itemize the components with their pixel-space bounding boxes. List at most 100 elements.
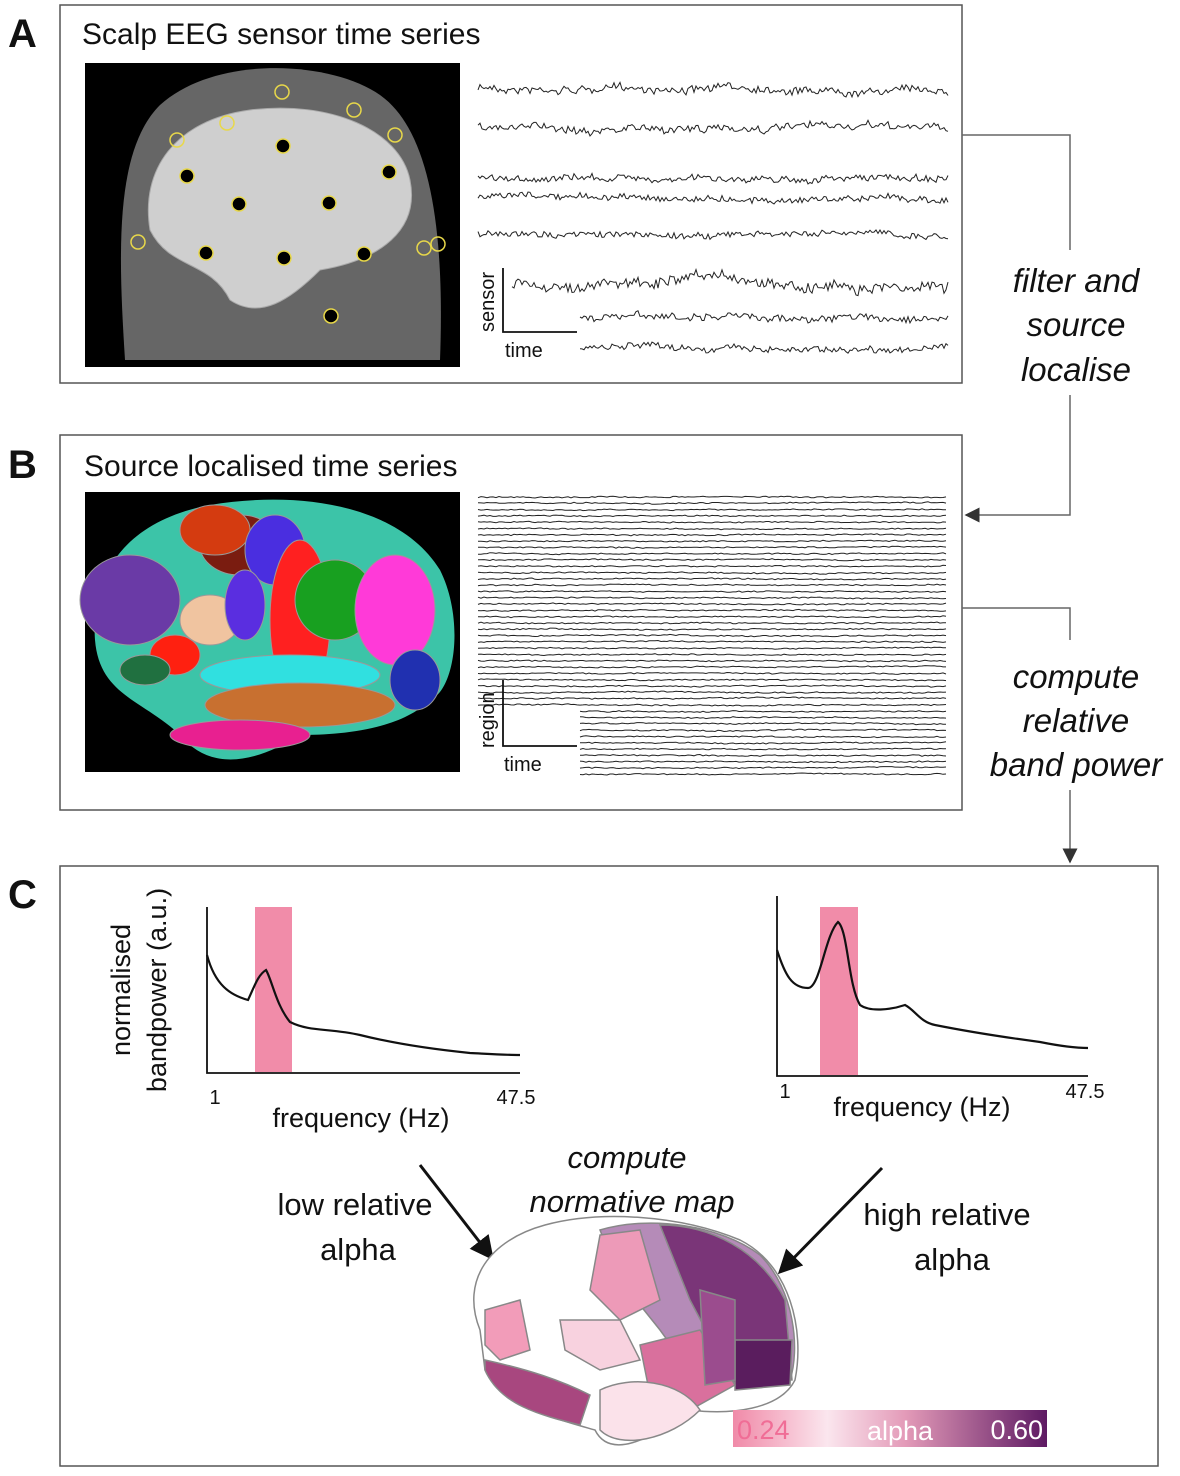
trace (579, 728, 947, 733)
trace (477, 577, 947, 581)
sensor (219, 115, 235, 131)
trace (477, 119, 949, 137)
region (119, 654, 171, 686)
trace (477, 558, 947, 562)
trace (579, 753, 947, 757)
trace (477, 608, 947, 612)
connector-arrow (964, 395, 1071, 523)
trace (477, 615, 947, 619)
trace (477, 590, 947, 593)
panel-label: A (8, 12, 37, 56)
axis-label: sensor (477, 272, 499, 332)
colorbar-min: 0.24 (737, 1415, 790, 1445)
sensor (416, 240, 432, 256)
sensor (387, 127, 403, 143)
trace (477, 621, 946, 625)
region-traces (477, 495, 947, 776)
trace (477, 671, 947, 675)
trace (477, 191, 949, 205)
map-title: normative map (529, 1184, 734, 1219)
annotation: high relative (863, 1197, 1030, 1232)
sensor (356, 246, 372, 262)
trace (579, 716, 947, 720)
sensor (381, 164, 397, 180)
axis-label: time (505, 340, 543, 362)
trace (477, 539, 947, 543)
trace (477, 653, 947, 657)
sensor (130, 234, 146, 250)
trace (477, 684, 947, 688)
sensor (169, 132, 185, 148)
step-text: source (1026, 306, 1125, 343)
colorbar (733, 1410, 1047, 1447)
y-label: normalised (106, 924, 136, 1056)
trace (477, 583, 947, 587)
trace (477, 633, 947, 638)
trace (477, 678, 947, 682)
step-text: filter and (1013, 262, 1141, 299)
region (389, 649, 441, 711)
x-start: 1 (779, 1081, 790, 1103)
trace (477, 571, 947, 575)
x-start: 1 (209, 1087, 220, 1109)
trace (477, 602, 947, 606)
trace (579, 341, 949, 354)
map-title: compute (568, 1140, 687, 1175)
spectrum-line (775, 920, 1089, 1050)
trace (579, 747, 947, 751)
panel-title: Scalp EEG sensor time series (82, 18, 480, 51)
brain (147, 107, 412, 309)
scale-bar (502, 680, 577, 747)
connector (962, 134, 1071, 250)
axis-label: region (477, 692, 499, 748)
trace (579, 310, 949, 325)
scale-bar (502, 268, 577, 333)
trace (477, 665, 946, 669)
sensor (275, 138, 291, 154)
region (179, 504, 251, 556)
sensor (274, 84, 290, 100)
panel-label: B (8, 443, 37, 487)
trace (477, 533, 947, 537)
arrow (777, 1166, 884, 1275)
connector (962, 607, 1071, 640)
trace (477, 520, 947, 524)
sensor (321, 195, 337, 211)
trace (477, 627, 947, 631)
trace (477, 172, 949, 185)
step-text: compute (1013, 658, 1140, 695)
trace (579, 710, 947, 714)
trace (477, 514, 947, 518)
panel-label: C (8, 873, 37, 917)
trace (579, 760, 947, 764)
annotation: alpha (320, 1232, 397, 1267)
spectrum-line (205, 954, 521, 1057)
x-end: 47.5 (1066, 1081, 1105, 1103)
region (79, 554, 181, 646)
sensor (346, 102, 362, 118)
trace (477, 508, 946, 512)
step-text: relative (1023, 702, 1129, 739)
trace (579, 766, 947, 770)
colorbar-label: alpha (867, 1416, 934, 1446)
x-label: frequency (Hz) (833, 1092, 1010, 1122)
region (354, 554, 436, 666)
trace (579, 722, 947, 726)
normative-map (473, 1215, 799, 1446)
trace (477, 596, 947, 600)
colorbar-max: 0.60 (990, 1415, 1043, 1445)
y-label: bandpower (a.u.) (142, 888, 172, 1092)
alpha-band (820, 907, 858, 1075)
plot-axes (776, 896, 1088, 1077)
trace (477, 501, 947, 505)
trace (579, 735, 947, 739)
sensor (179, 168, 195, 184)
panel-title: Source localised time series (84, 450, 458, 483)
axis-label: time (504, 754, 542, 776)
step-text: localise (1021, 351, 1131, 388)
sensor-traces (477, 81, 949, 354)
trace (477, 696, 947, 700)
x-end: 47.5 (497, 1087, 536, 1109)
trace (477, 659, 947, 663)
